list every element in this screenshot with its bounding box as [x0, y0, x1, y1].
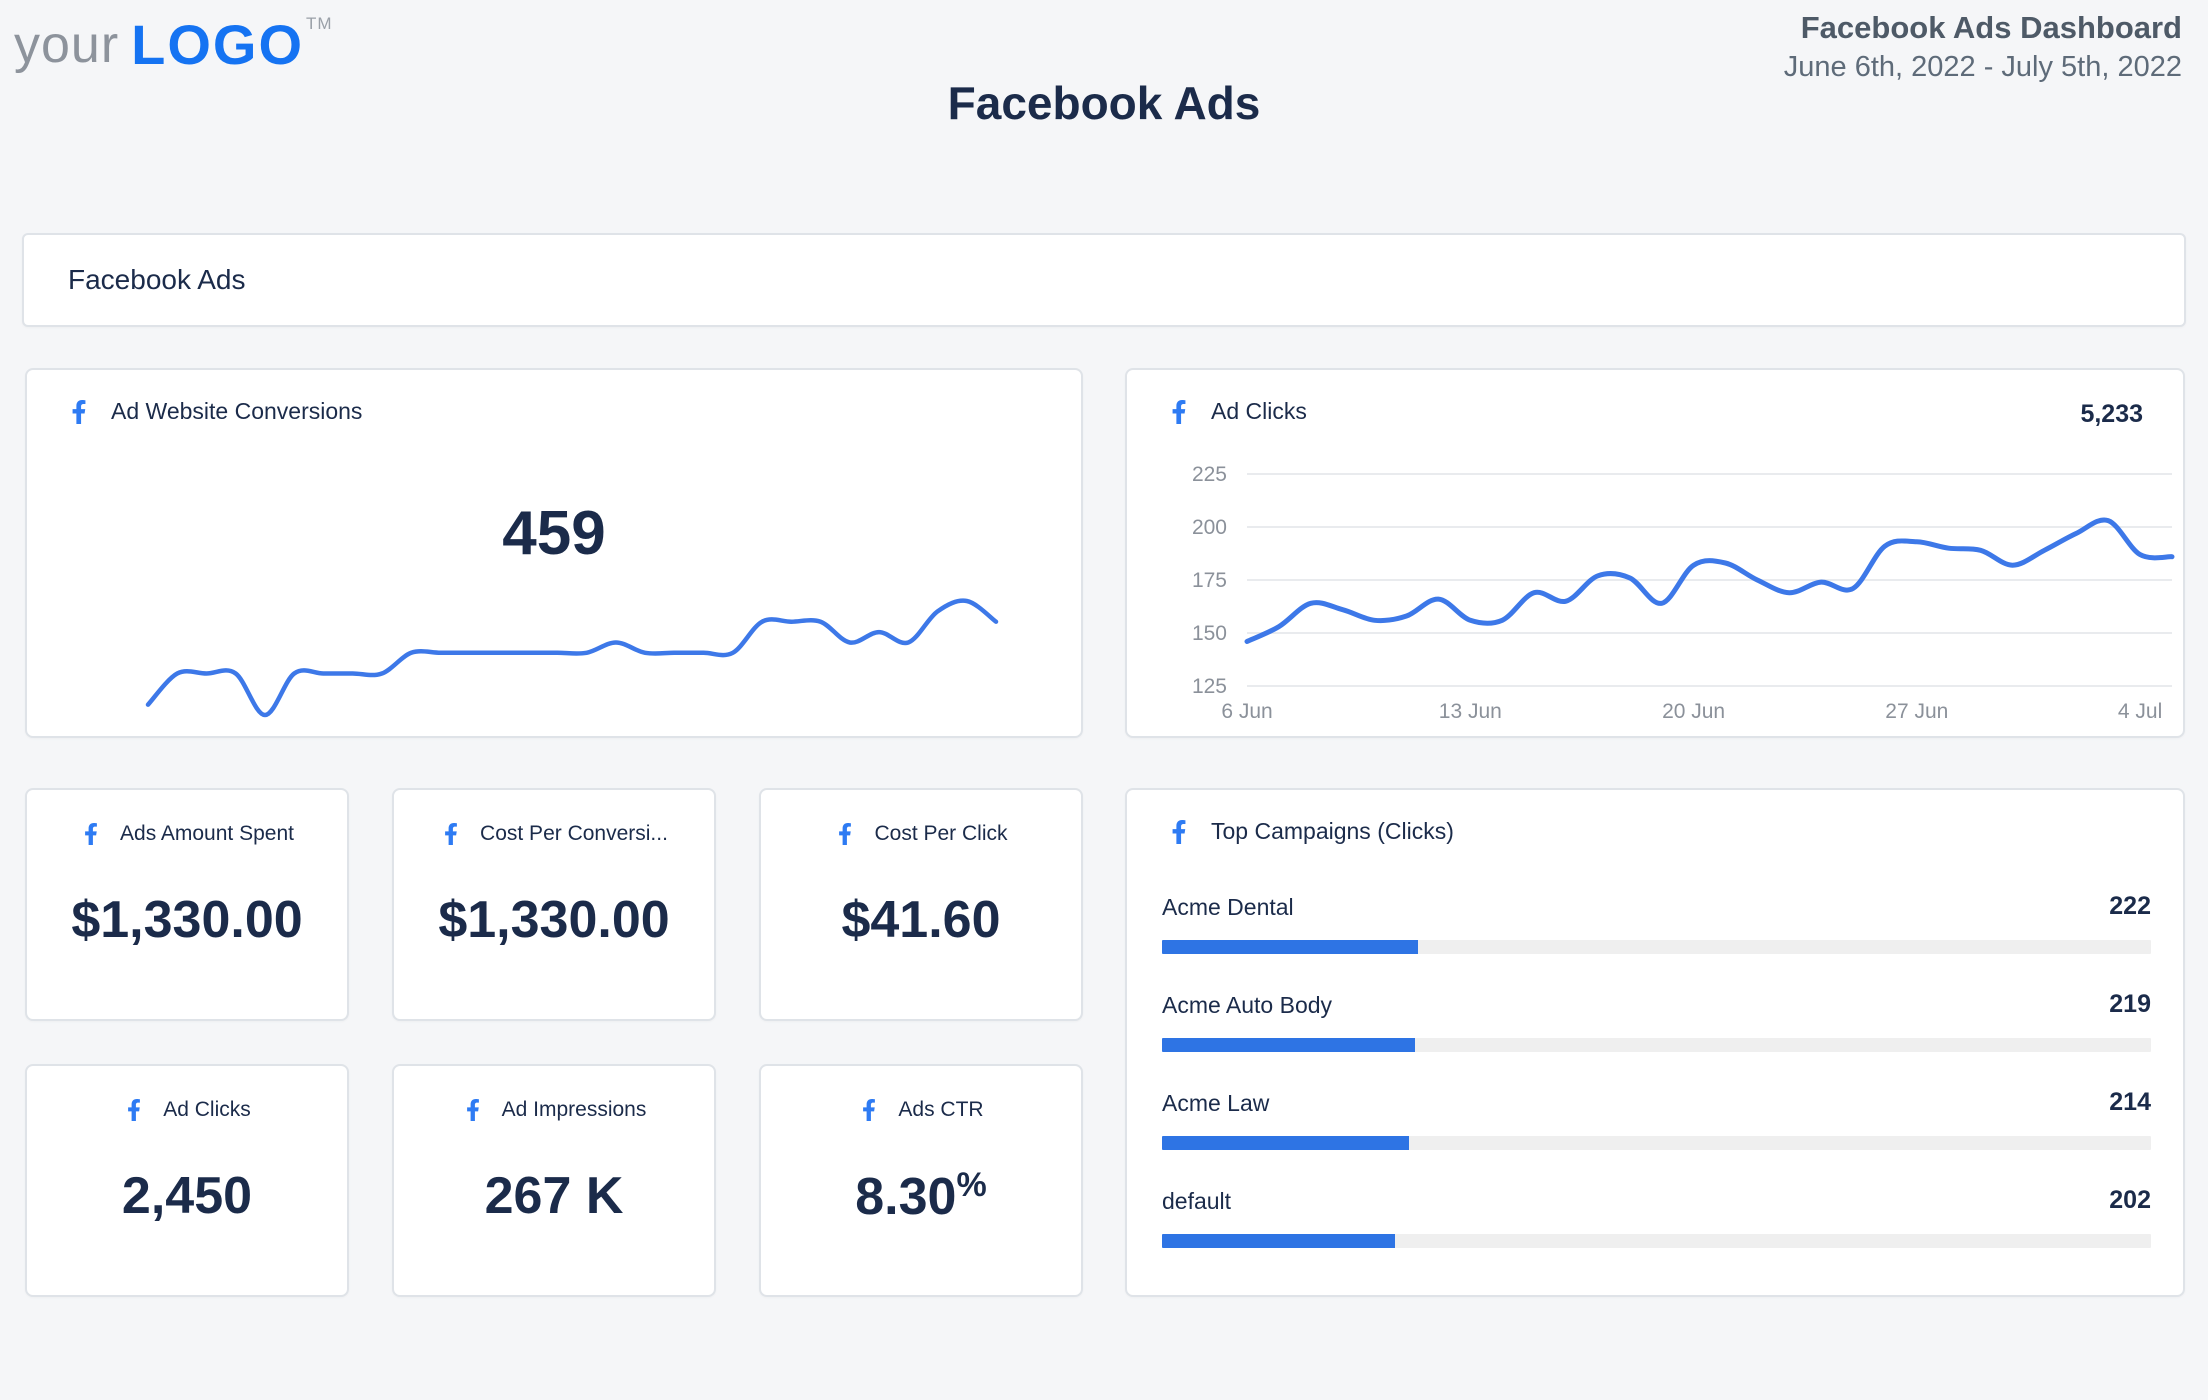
- ad-clicks-total: 5,233: [2080, 400, 2143, 428]
- campaign-name: Acme Auto Body: [1162, 992, 1333, 1018]
- svg-text:200: 200: [1192, 516, 1227, 539]
- svg-text:175: 175: [1192, 569, 1227, 592]
- logo-logo-text: LOGO: [131, 13, 305, 76]
- svg-text:27 Jun: 27 Jun: [1885, 700, 1948, 723]
- campaign-row: Acme Dental 222: [1162, 886, 2151, 982]
- campaign-bar-track: [1162, 1234, 2151, 1248]
- campaign-row: Acme Law 214: [1162, 1082, 2151, 1178]
- facebook-icon: [440, 823, 462, 845]
- campaign-bar-fill: [1162, 1234, 1396, 1248]
- campaign-row: default 202: [1162, 1180, 2151, 1276]
- facebook-icon: [1167, 399, 1191, 424]
- logo-trademark: TM: [306, 14, 333, 33]
- campaign-clicks-value: 202: [2109, 1186, 2151, 1214]
- conversions-sparkline: [142, 592, 1002, 724]
- campaign-name: default: [1162, 1188, 1232, 1214]
- percent-sign: %: [956, 1166, 987, 1204]
- card-label: Ad Clicks: [1211, 398, 1307, 424]
- facebook-icon: [858, 1099, 880, 1121]
- campaign-clicks-value: 222: [2109, 892, 2151, 920]
- card-ad-website-conversions: Ad Website Conversions 459: [25, 368, 1083, 738]
- report-date-range: June 6th, 2022 - July 5th, 2022: [1783, 51, 2182, 83]
- card-cost-per-conversion: Cost Per Conversi... $1,330.00: [392, 788, 716, 1021]
- conversions-value: 459: [502, 499, 606, 568]
- svg-text:4 Jul: 4 Jul: [2118, 700, 2162, 723]
- ads-ctr-value: 8.30%: [855, 1166, 987, 1226]
- cost-per-click-value: $41.60: [841, 891, 1001, 949]
- card-label: Ad Website Conversions: [111, 398, 363, 424]
- page-title: Facebook Ads: [947, 77, 1261, 129]
- card-ad-clicks-chart: Ad Clicks 5,233 225 200 175 150 125 6 Jun 13 J…: [1125, 368, 2185, 738]
- campaign-clicks-value: 219: [2109, 990, 2151, 1018]
- campaign-name: Acme Law: [1162, 1090, 1270, 1116]
- ads-amount-spent-value: $1,330.00: [71, 891, 303, 949]
- card-cost-per-click: Cost Per Click $41.60: [759, 788, 1083, 1021]
- svg-text:20 Jun: 20 Jun: [1662, 700, 1725, 723]
- campaign-bar-track: [1162, 940, 2151, 954]
- card-label: Ads Amount Spent: [120, 822, 294, 845]
- section-header-label: Facebook Ads: [68, 264, 246, 295]
- cost-per-conversion-value: $1,330.00: [438, 891, 670, 949]
- card-ads-amount-spent: Ads Amount Spent $1,330.00: [25, 788, 349, 1021]
- svg-text:13 Jun: 13 Jun: [1439, 700, 1502, 723]
- report-title: Facebook Ads Dashboard: [1800, 10, 2182, 45]
- facebook-icon: [1167, 819, 1191, 844]
- card-label: Ads CTR: [898, 1098, 984, 1121]
- logo-your-text: your: [14, 16, 120, 74]
- campaign-clicks-value: 214: [2109, 1088, 2151, 1116]
- report-header: Facebook Ads Dashboard June 6th, 2022 - …: [1784, 8, 2182, 86]
- ad-impressions-value: 267 K: [484, 1167, 624, 1225]
- card-ad-impressions: Ad Impressions 267 K: [392, 1064, 716, 1297]
- facebook-icon: [123, 1099, 145, 1121]
- facebook-icon: [80, 823, 102, 845]
- card-label: Cost Per Conversi...: [480, 822, 668, 845]
- section-header: Facebook Ads: [22, 233, 2186, 327]
- campaign-bar-fill: [1162, 1038, 1416, 1052]
- campaign-bar-track: [1162, 1136, 2151, 1150]
- svg-text:125: 125: [1192, 675, 1227, 698]
- campaign-bar-track: [1162, 1038, 2151, 1052]
- card-ad-clicks: Ad Clicks 2,450: [25, 1064, 349, 1297]
- campaign-name: Acme Dental: [1162, 894, 1294, 920]
- brand-logo: your LOGO TM: [14, 12, 333, 78]
- card-top-campaigns: Top Campaigns (Clicks) Acme Dental 222 A…: [1125, 788, 2185, 1297]
- card-label: Top Campaigns (Clicks): [1211, 818, 1454, 844]
- card-ads-ctr: Ads CTR 8.30%: [759, 1064, 1083, 1297]
- svg-text:6 Jun: 6 Jun: [1221, 700, 1272, 723]
- card-label: Ad Clicks: [163, 1098, 251, 1121]
- campaign-bar-fill: [1162, 1136, 1410, 1150]
- facebook-icon: [67, 399, 91, 424]
- facebook-icon: [834, 823, 856, 845]
- card-label: Cost Per Click: [874, 822, 1008, 845]
- facebook-icon: [462, 1099, 484, 1121]
- svg-text:150: 150: [1192, 622, 1227, 645]
- ad-clicks-value: 2,450: [121, 1167, 253, 1225]
- campaign-row: Acme Auto Body 219: [1162, 984, 2151, 1080]
- campaign-bar-fill: [1162, 940, 1419, 954]
- svg-text:225: 225: [1192, 463, 1227, 486]
- card-label: Ad Impressions: [501, 1098, 647, 1121]
